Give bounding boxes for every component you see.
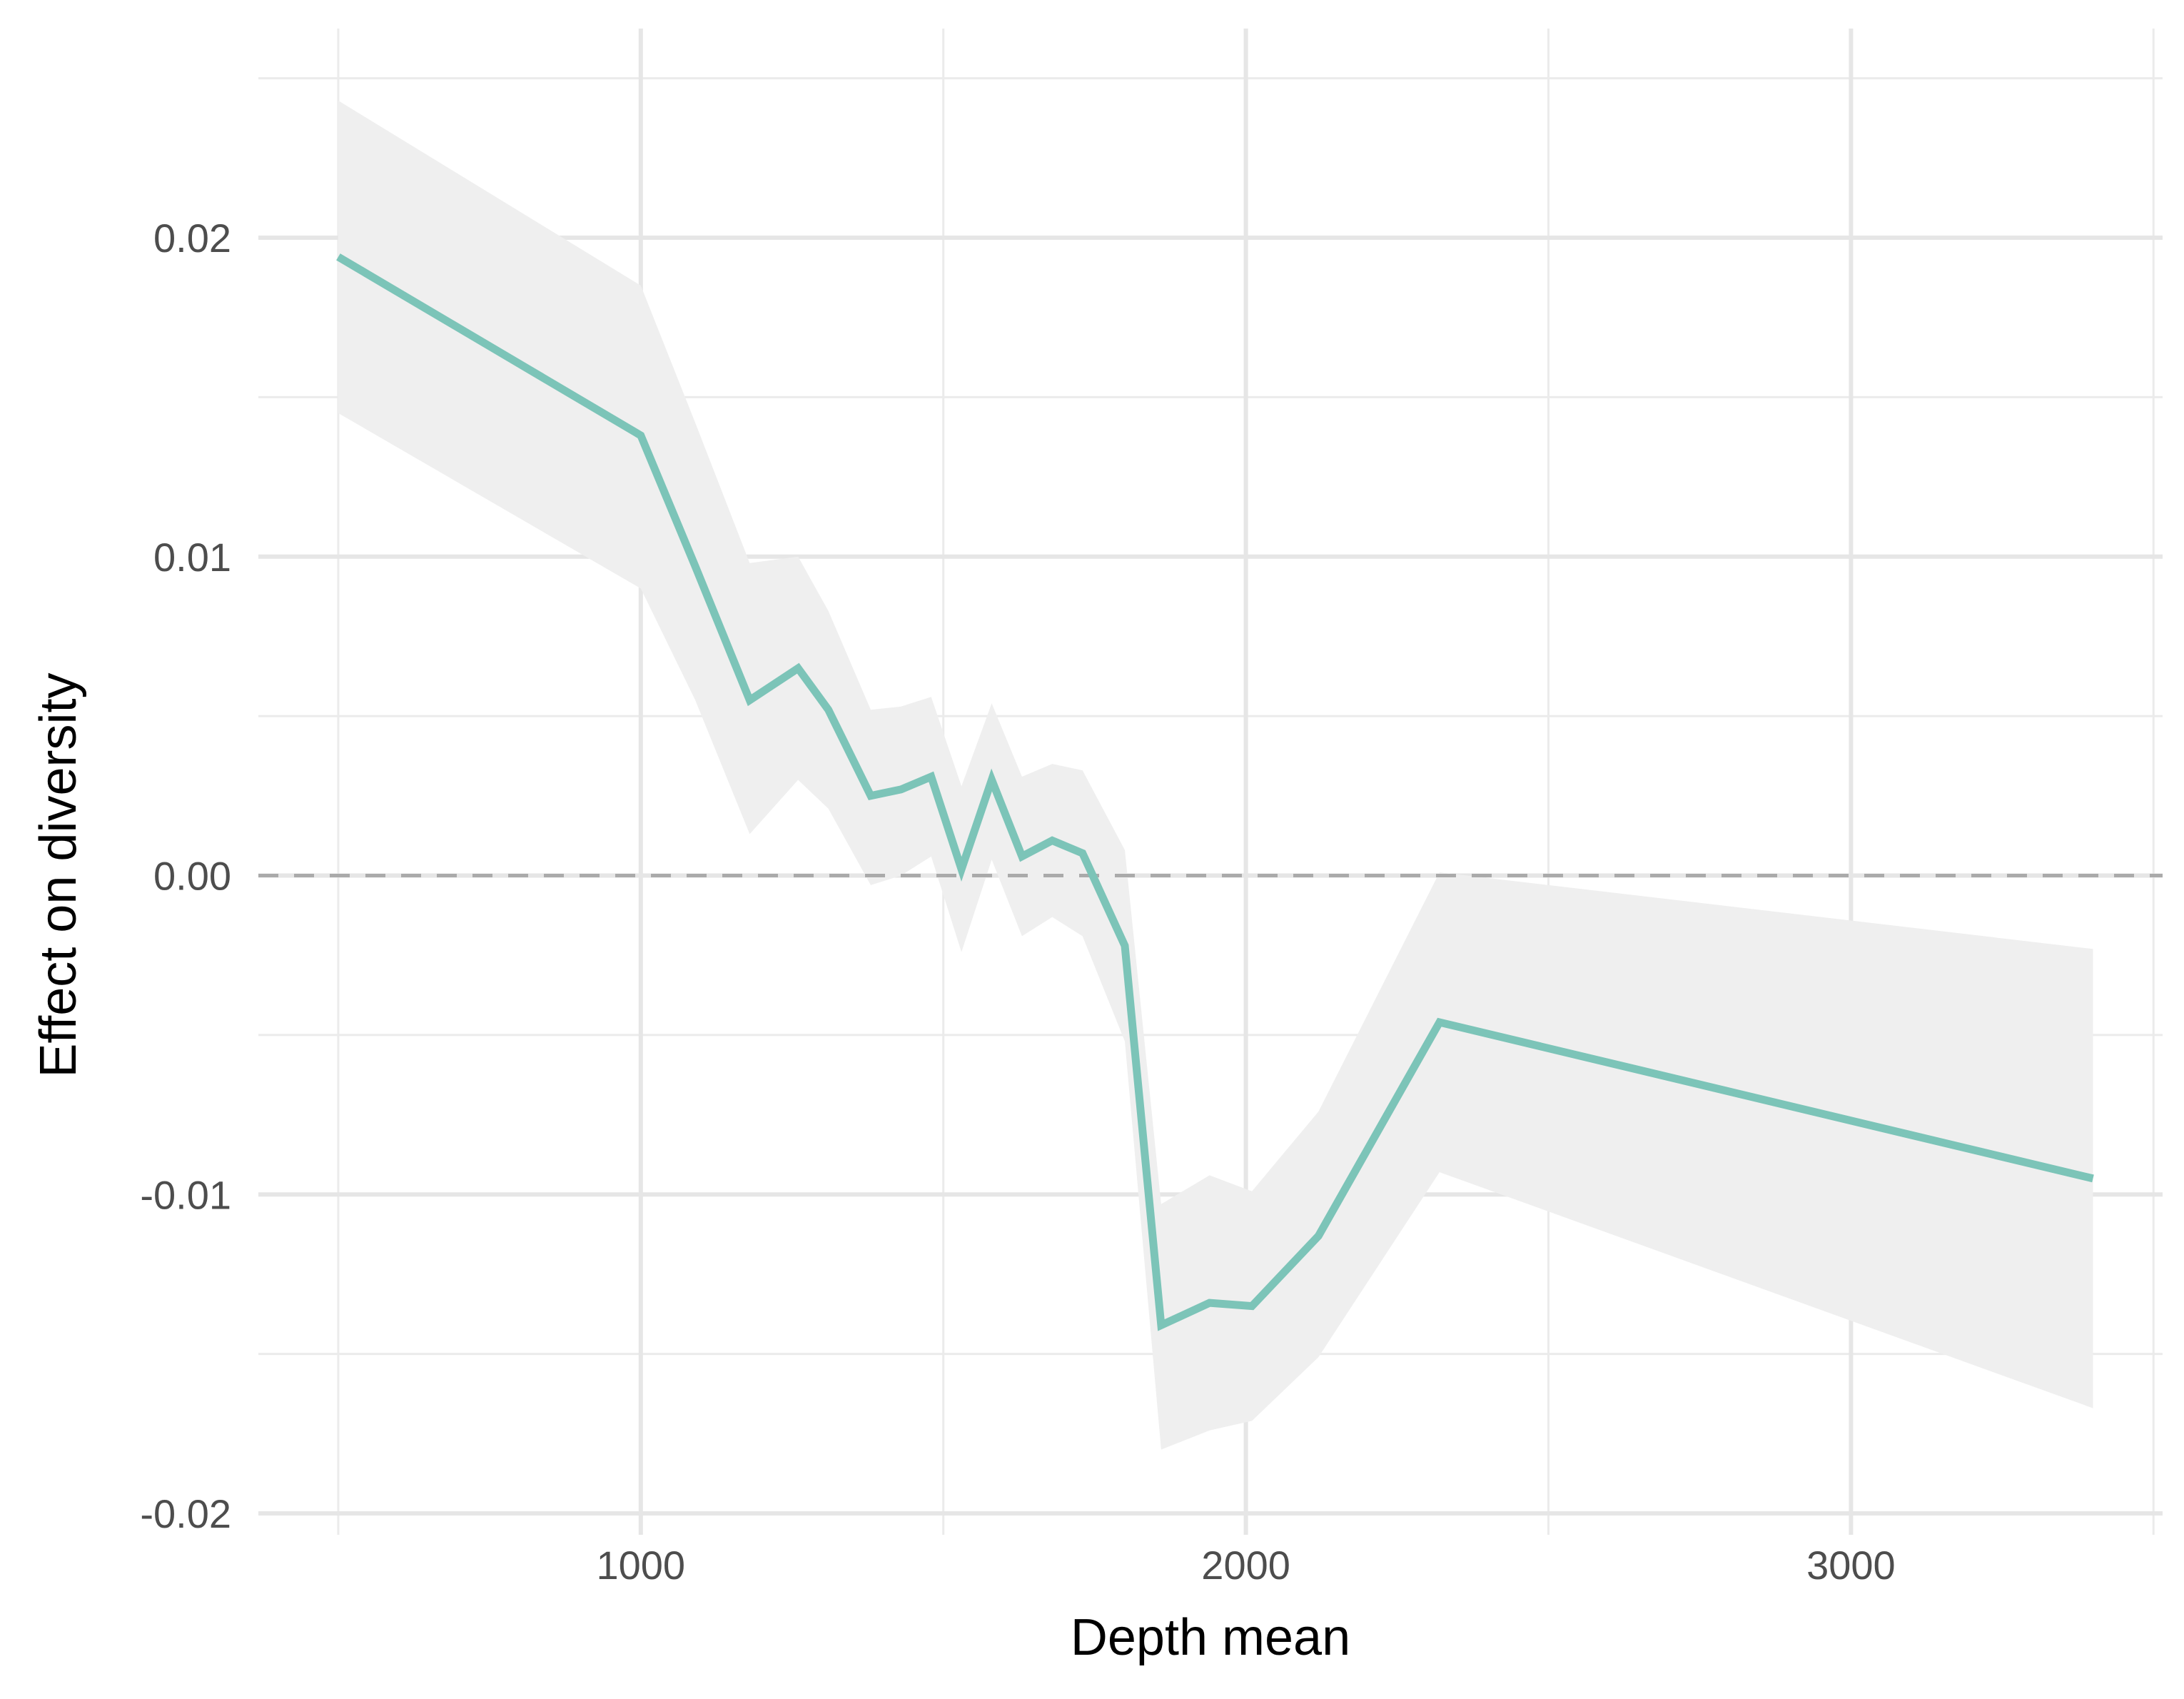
y-axis-title: Effect on diversity bbox=[30, 673, 87, 1078]
confidence-band bbox=[338, 100, 2093, 1450]
y-tick-labels: -0.02 -0.01 0.00 0.01 0.02 bbox=[140, 216, 231, 1536]
series-line bbox=[336, 253, 2094, 1331]
y-tick-label: 0.00 bbox=[153, 854, 231, 899]
confidence-band-layer bbox=[338, 100, 2093, 1450]
x-tick-label: 1000 bbox=[597, 1543, 686, 1588]
y-tick-label: -0.01 bbox=[140, 1172, 231, 1217]
y-tick-label: -0.02 bbox=[140, 1491, 231, 1536]
x-tick-label: 2000 bbox=[1201, 1543, 1290, 1588]
x-axis-title: Depth mean bbox=[1071, 1609, 1350, 1666]
x-tick-label: 3000 bbox=[1806, 1543, 1896, 1588]
series-line-layer bbox=[336, 253, 2094, 1331]
y-tick-label: 0.01 bbox=[153, 535, 231, 580]
x-tick-labels: 1000 2000 3000 bbox=[597, 1543, 1896, 1588]
y-tick-label: 0.02 bbox=[153, 216, 231, 261]
